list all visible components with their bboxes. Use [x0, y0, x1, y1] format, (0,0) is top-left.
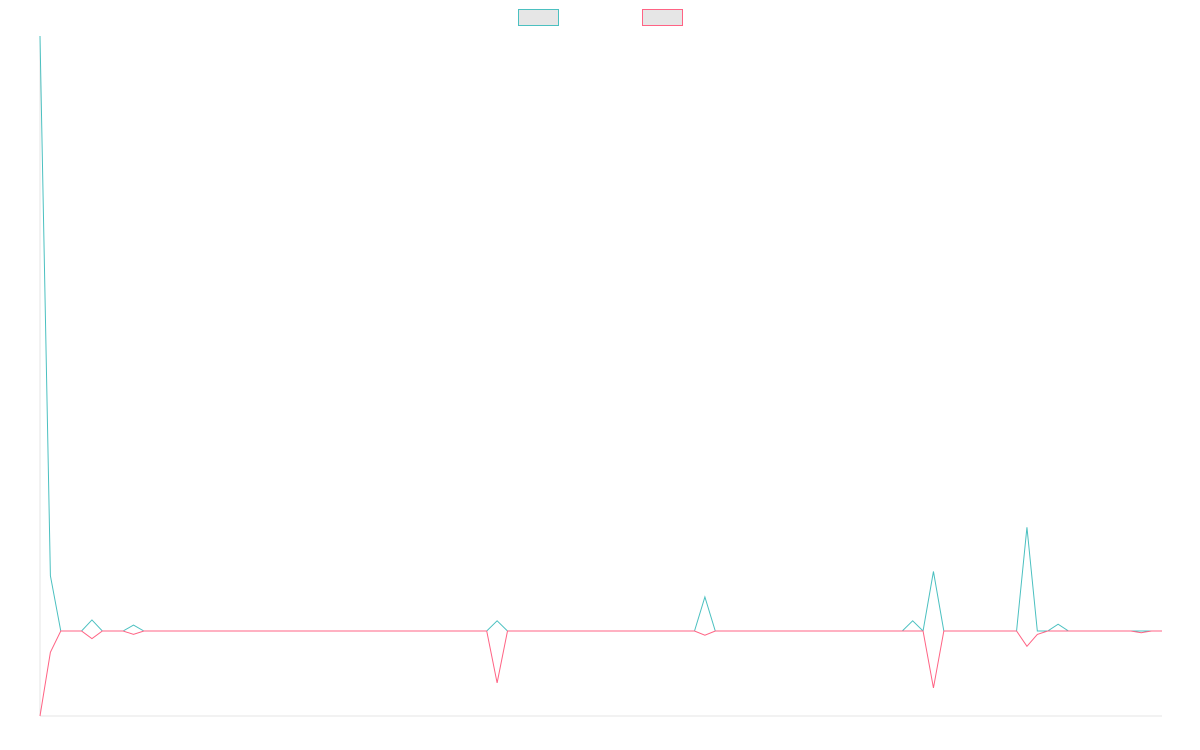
legend-swatch	[518, 9, 559, 26]
line	[39, 35, 1162, 633]
line	[39, 630, 1162, 717]
legend-swatch	[642, 9, 683, 26]
